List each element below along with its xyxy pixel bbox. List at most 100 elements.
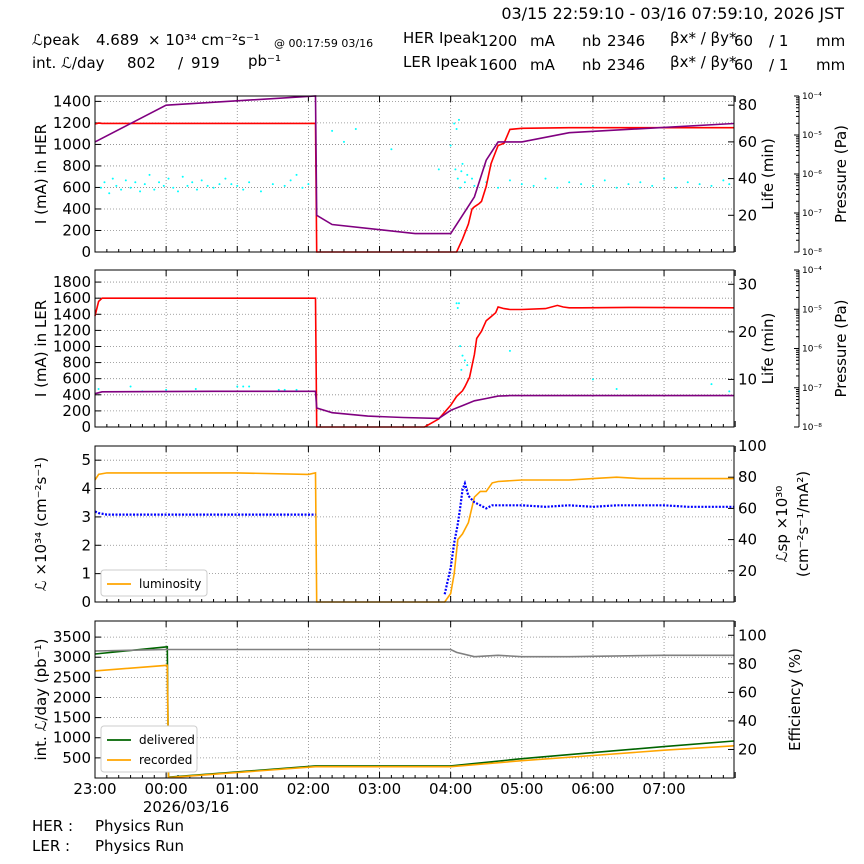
integrated-panel	[94, 620, 736, 779]
lpeak-unit: × 10³⁴ cm⁻²s⁻¹	[148, 31, 260, 49]
life-point	[230, 183, 233, 186]
legend-entry: delivered	[139, 733, 195, 747]
life-point	[722, 179, 725, 182]
specific-line	[94, 510, 316, 516]
y-tick-label: 3	[81, 508, 91, 526]
life-point	[520, 183, 523, 186]
lpeak-time: @ 00:17:59 03/16	[274, 37, 374, 50]
y2-axis-label: Efficiency (%)	[786, 648, 804, 751]
life-point	[115, 184, 118, 187]
y2-tick-label: 80	[738, 468, 757, 486]
life-point	[457, 302, 460, 305]
y3-axis-label: Pressure (Pa)	[832, 299, 850, 397]
x-tick-label: 02:00	[287, 780, 330, 798]
life-point	[591, 378, 594, 381]
y-tick-label: 1000	[53, 729, 91, 747]
life-point	[463, 181, 466, 184]
life-point	[710, 383, 713, 386]
life-point	[710, 184, 713, 187]
life-point	[466, 173, 469, 176]
ler-ipeak-label: LER Ipeak	[403, 53, 478, 71]
y-tick-label: 2	[81, 536, 91, 554]
her-status-value: Physics Run	[95, 817, 185, 835]
life-point	[627, 183, 630, 186]
life-point	[461, 162, 464, 165]
life-point	[459, 186, 462, 189]
y-tick-label: 1200	[53, 114, 91, 132]
y-tick-label: 1000	[53, 135, 91, 153]
ler-status-label: LER :	[32, 837, 71, 855]
efficiency-line	[94, 648, 734, 658]
ler-nb-value: 2346	[607, 56, 646, 74]
y2-axis-label: Life (min)	[759, 138, 777, 210]
y-tick-label: 0	[81, 418, 91, 436]
her-beta-x: 60	[734, 32, 754, 50]
life-point	[236, 385, 239, 388]
pressure-tick-label: 10⁻⁸	[802, 248, 822, 258]
pressure-tick-label: 10⁻⁶	[802, 170, 822, 180]
life-point	[556, 186, 559, 189]
life-point	[455, 128, 458, 131]
y-tick-label: 1400	[53, 305, 91, 323]
pressure-tick-label: 10⁻⁶	[802, 345, 822, 355]
life-point	[158, 181, 161, 184]
life-point	[591, 184, 594, 187]
life-point	[242, 188, 245, 191]
y-axis-label: int. ℒ/day (pb⁻¹)	[32, 639, 50, 761]
ler-beta-y: / 1	[769, 56, 789, 74]
y2-tick-label: 20	[738, 562, 757, 580]
pressure-line	[94, 95, 735, 235]
y2-tick-label: 40	[738, 170, 757, 188]
y2-tick-label: 40	[738, 531, 757, 549]
her-ipeak-unit: mA	[530, 32, 555, 50]
life-point	[454, 168, 457, 171]
y2-tick-label: 30	[738, 275, 757, 293]
life-point	[236, 184, 239, 187]
y2-tick-label: 100	[738, 437, 767, 455]
y2-tick-label: 10	[738, 370, 757, 388]
y-tick-label: 2500	[53, 668, 91, 686]
x-tick-label: 05:00	[500, 780, 543, 798]
x-tick-label: 23:00	[73, 780, 116, 798]
life-point	[176, 190, 179, 193]
y-tick-label: 800	[62, 157, 91, 175]
life-point	[124, 179, 127, 182]
y-tick-label: 1200	[53, 321, 91, 339]
panel-frame	[94, 445, 735, 603]
life-point	[580, 183, 583, 186]
life-point	[544, 177, 547, 180]
life-point	[97, 387, 100, 390]
intl-value: 802	[127, 54, 156, 72]
life-point	[103, 181, 106, 184]
life-point	[342, 140, 345, 143]
life-point	[194, 387, 197, 390]
y3-axis-label: Pressure (Pa)	[832, 125, 850, 223]
life-point	[466, 364, 469, 367]
life-point	[449, 144, 452, 147]
y-tick-label: 400	[62, 386, 91, 404]
life-point	[248, 181, 251, 184]
life-point	[453, 122, 456, 125]
y2-tick-label: 100	[738, 626, 767, 644]
y2-axis-label: Life (min)	[759, 313, 777, 385]
x-tick-label: 01:00	[216, 780, 259, 798]
x-tick-label: 04:00	[429, 780, 472, 798]
y-tick-label: 800	[62, 354, 91, 372]
ler-ipeak-unit: mA	[530, 56, 555, 74]
life-point	[615, 387, 618, 390]
y2-axis-label: ℒsp ×10³⁰	[773, 486, 791, 563]
life-point	[186, 184, 189, 187]
pressure-tick-label: 10⁻⁵	[802, 305, 822, 315]
y-tick-label: 1600	[53, 289, 91, 307]
y2-tick-label: 80	[738, 96, 757, 114]
lpeak-value: 4.689	[96, 31, 139, 49]
life-point	[307, 183, 310, 186]
y-axis-label: ℒ ×10³⁴ (cm⁻²s⁻¹)	[32, 457, 50, 591]
pressure-tick-label: 10⁻⁸	[802, 423, 822, 433]
life-point	[200, 179, 203, 182]
life-point	[728, 183, 731, 186]
life-point	[108, 192, 111, 195]
life-point	[224, 177, 227, 180]
y2-tick-label: 60	[738, 683, 757, 701]
life-point	[206, 184, 209, 187]
